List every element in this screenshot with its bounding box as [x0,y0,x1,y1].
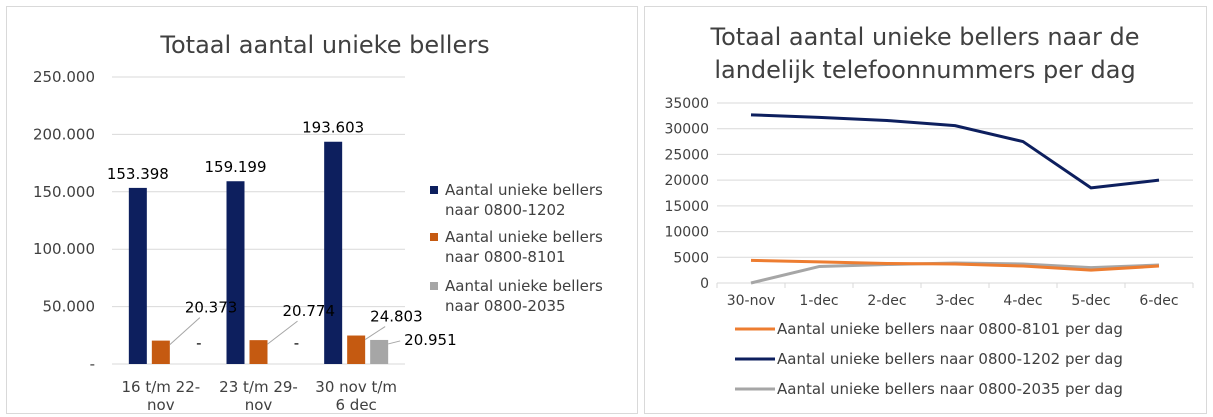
x-tick-label: 1-dec [799,293,838,309]
series-line-1 [750,258,1160,272]
chart-title: Totaal aantal unieke bellers naar de [710,23,1140,51]
bar-1 [226,181,245,364]
series-line-3 [750,261,1160,285]
x-tick-label: 6 dec [336,396,377,414]
legend-label: Aantal unieke bellers [445,181,603,199]
data-label: 20.774 [283,302,336,320]
y-tick-label: 5000 [673,250,709,266]
x-tick-label: nov [147,396,175,414]
y-tick-label: 150.000 [33,183,95,201]
legend-label: Aantal unieke bellers [445,277,603,295]
bar-3 [370,339,389,364]
chart-title: Totaal aantal unieke bellers [159,31,489,59]
leader-line [267,320,298,345]
bar-chart: Totaal aantal unieke bellers 250.000 200.0… [33,31,603,414]
x-tick-label: 3-dec [935,293,974,309]
legend-label: Aantal unieke bellers naar 0800-1202 per… [777,350,1123,368]
line-chart: Totaal aantal unieke bellers naar de land… [664,23,1194,398]
y-tick-label: 20000 [664,173,709,189]
data-label: 153.398 [107,165,169,183]
leader-line [388,340,401,345]
legend-label: naar 0800-8101 [445,248,566,266]
data-label: - [196,334,201,352]
x-tick-label: 23 t/m 29- [219,378,298,396]
x-tick-label: 5-dec [1071,293,1110,309]
data-label: 20.373 [185,299,238,317]
leader-line [364,326,386,340]
data-label: - [294,334,299,352]
legend-swatch [430,233,438,241]
x-tick-label: nov [245,396,273,414]
y-tick-label: 250.000 [33,68,95,86]
chart-title: landelijk telefoonnummers per dag [714,56,1135,84]
bar-chart-panel: Totaal aantal unieke bellers 250.000 200.0… [6,6,638,414]
legend-label: Aantal unieke bellers naar 0800-8101 per… [777,320,1123,338]
series-line-2 [750,113,1160,190]
legend-swatch [430,282,438,290]
x-tick-label: 30-nov [727,293,776,309]
bar-2 [249,340,268,364]
data-label: 20.951 [404,331,457,349]
bar-2 [151,340,170,364]
bar-2 [347,335,366,364]
leader-line [169,317,201,345]
data-label: 24.803 [370,308,423,326]
legend-label: naar 0800-1202 [445,201,566,219]
data-label: 193.603 [302,119,364,137]
legend-label: Aantal unieke bellers [445,228,603,246]
line-chart-panel: Totaal aantal unieke bellers naar de land… [644,6,1207,414]
y-tick-label: 200.000 [33,125,95,143]
x-tick-label: 4-dec [1003,293,1042,309]
legend-swatch [430,186,438,194]
y-tick-label: 10000 [664,225,709,241]
y-tick-label: 15000 [664,199,709,215]
legend-label: Aantal unieke bellers naar 0800-2035 per… [777,380,1123,398]
legend-label: naar 0800-2035 [445,297,566,315]
y-tick-label: 0 [700,276,709,292]
y-tick-label: 100.000 [33,240,95,258]
y-tick-label: 35000 [664,96,709,112]
x-tick-label: 2-dec [867,293,906,309]
data-label: 159.199 [204,158,266,176]
y-tick-label: 50.000 [43,298,96,316]
bar-1 [324,141,343,364]
x-tick-label: 30 nov t/m [315,378,397,396]
y-tick-label: 30000 [664,122,709,138]
x-tick-label: 16 t/m 22- [121,378,200,396]
y-tick-label: - [90,355,95,373]
bar-1 [128,187,147,364]
x-tick-label: 6-dec [1139,293,1178,309]
y-tick-label: 25000 [664,147,709,163]
